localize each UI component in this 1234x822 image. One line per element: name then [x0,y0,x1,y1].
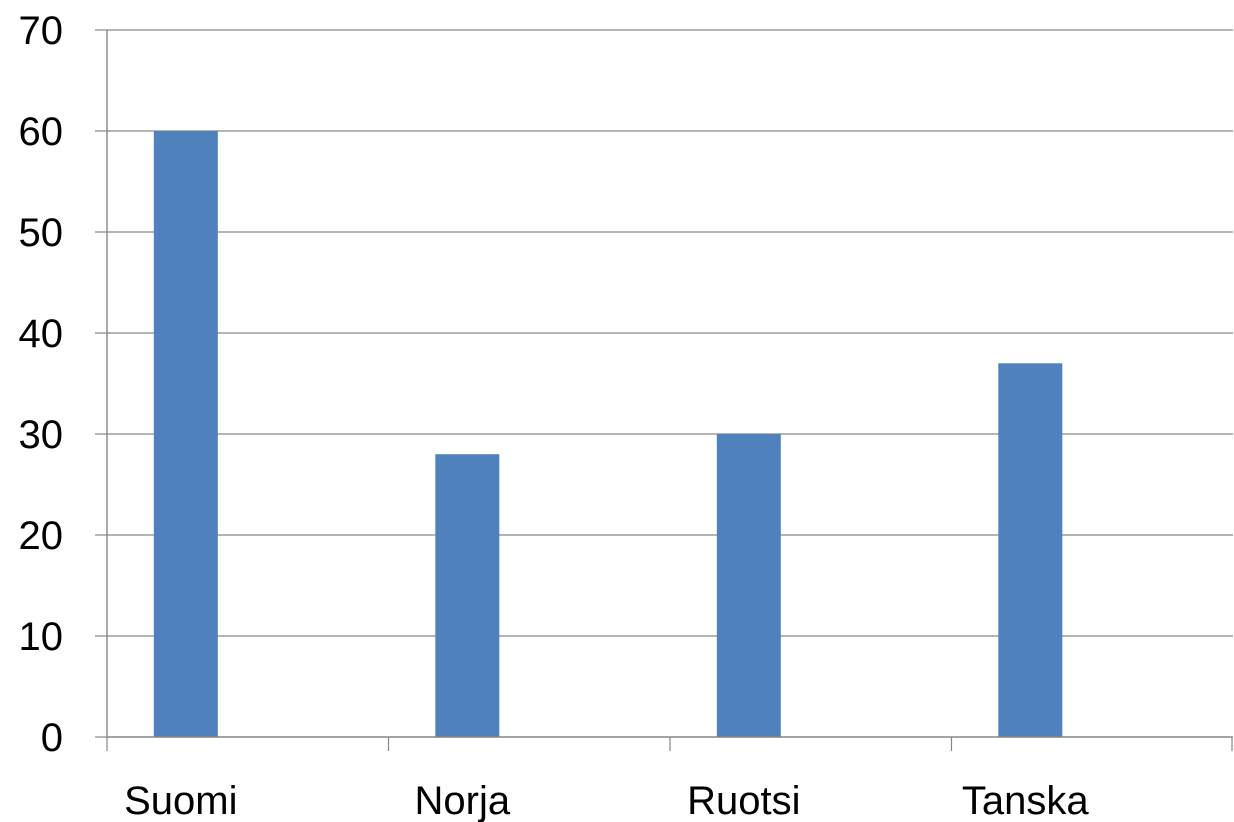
x-tick-label: Suomi [124,779,237,822]
y-tick-label: 20 [19,514,64,558]
x-tick-labels: Suomi Norja Ruotsi Tanska [124,779,1089,822]
y-tick-label: 30 [19,413,64,457]
y-tick-label: 70 [19,9,64,53]
gridlines [107,29,1233,637]
x-tick-label: Ruotsi [687,779,800,822]
y-tick-label: 0 [41,716,63,760]
y-tick-labels: 0 10 20 30 40 50 60 70 [19,9,64,760]
bar-norja [435,454,500,737]
y-tick-label: 50 [19,211,64,255]
y-tick-label: 40 [19,312,64,356]
x-tick-label: Norja [414,779,510,822]
y-tick-label: 60 [19,110,64,154]
bar-tanska [998,363,1063,737]
bar-ruotsi [716,434,781,737]
x-tick-label: Tanska [962,779,1089,822]
bars [153,131,1063,737]
y-tick-label: 10 [19,615,64,659]
axes [95,29,1233,751]
bar-suomi [153,131,218,737]
